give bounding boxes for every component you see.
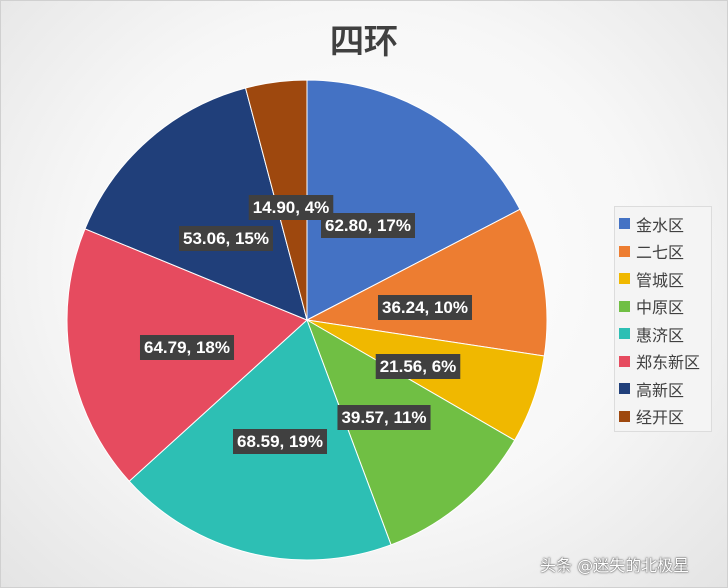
legend-swatch xyxy=(619,245,630,257)
legend-label: 高新区 xyxy=(636,380,685,400)
data-label-text: 14.90, 4% xyxy=(253,198,330,217)
legend-item: 金水区 xyxy=(619,210,711,238)
legend-swatch xyxy=(619,218,630,230)
legend-label: 金水区 xyxy=(636,215,685,235)
data-label-box xyxy=(232,429,328,454)
legend-item: 郑东新区 xyxy=(619,348,711,376)
legend-item: 管城区 xyxy=(619,265,711,293)
pie-slice-4 xyxy=(306,318,516,546)
data-label-1: 62.80, 17% xyxy=(320,213,416,238)
legend-label: 管城区 xyxy=(636,270,685,290)
data-label-box xyxy=(248,195,334,220)
legend-item: 二七区 xyxy=(619,238,711,266)
legend-swatch xyxy=(619,328,630,340)
data-label-3: 21.56, 6% xyxy=(375,354,461,379)
legend-swatch xyxy=(619,273,630,285)
legend-swatch xyxy=(619,410,630,422)
legend-label: 二七区 xyxy=(636,243,685,263)
legend-label: 经开区 xyxy=(636,408,685,428)
data-label-box xyxy=(375,354,461,379)
legend-swatch xyxy=(619,300,630,312)
data-label-5: 68.59, 19% xyxy=(232,429,328,454)
data-label-8: 14.90, 4% xyxy=(248,195,334,220)
legend-item: 中原区 xyxy=(619,293,711,321)
data-label-7: 53.06, 15% xyxy=(178,226,274,251)
legend-swatch xyxy=(619,383,630,395)
legend-item: 惠济区 xyxy=(619,320,711,348)
data-label-text: 21.56, 6% xyxy=(380,357,457,376)
legend-label: 郑东新区 xyxy=(636,353,701,373)
data-label-2: 36.24, 10% xyxy=(377,295,473,320)
legend-item: 经开区 xyxy=(619,403,711,431)
watermark-text: 头条 @迷失的北极星 xyxy=(540,556,690,575)
data-label-box xyxy=(139,335,235,360)
legend-swatch xyxy=(619,355,630,367)
data-label-box xyxy=(337,405,431,430)
data-label-box xyxy=(377,295,473,320)
data-label-box xyxy=(320,213,416,238)
data-label-box xyxy=(178,226,274,251)
data-label-text: 64.79, 18% xyxy=(144,338,230,357)
legend-label: 惠济区 xyxy=(636,325,685,345)
data-label-text: 36.24, 10% xyxy=(382,298,468,317)
pie-slice-1 xyxy=(306,79,521,321)
data-label-6: 64.79, 18% xyxy=(139,335,235,360)
legend-label: 中原区 xyxy=(636,298,685,318)
data-label-text: 68.59, 19% xyxy=(237,432,323,451)
data-label-text: 62.80, 17% xyxy=(325,216,411,235)
legend-item: 高新区 xyxy=(619,375,711,403)
data-label-4: 39.57, 11% xyxy=(337,405,431,430)
chart-title: 四环 xyxy=(330,22,398,62)
data-label-text: 53.06, 15% xyxy=(183,229,269,248)
chart-legend: 金水区二七区管城区中原区惠济区郑东新区高新区经开区 xyxy=(614,206,712,432)
pie-slice-7 xyxy=(84,87,308,321)
pie-slice-2 xyxy=(305,208,548,357)
data-label-text: 39.57, 11% xyxy=(341,408,426,427)
